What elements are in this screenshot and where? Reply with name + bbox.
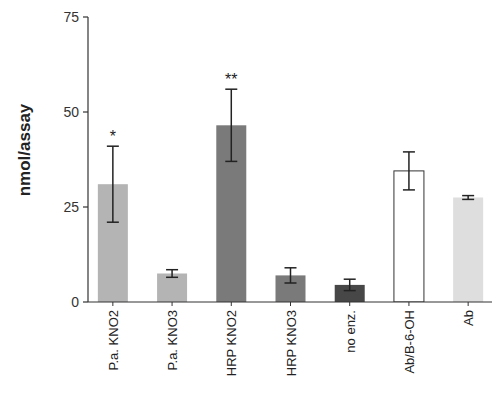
x-tick	[349, 302, 350, 306]
x-tick-label: Ab/B-6-OH	[402, 310, 417, 374]
x-tick-label: no enz.	[343, 310, 358, 353]
y-axis	[87, 17, 88, 302]
error-bar	[225, 89, 237, 161]
error-cap	[107, 221, 119, 223]
error-cap	[225, 161, 237, 163]
bar	[157, 274, 187, 303]
x-tick-label: HRP KNO3	[284, 310, 299, 376]
error-cap	[107, 145, 119, 147]
chart: 0 25 50 75 nmol/assay P.a. KNO2 P.a. KNO3 HRP K…	[0, 0, 500, 410]
y-tick-label: 25	[63, 199, 79, 215]
plot-marks	[98, 89, 483, 302]
error-stem	[349, 279, 351, 290]
y-tick	[83, 206, 88, 207]
y-tick-label: 75	[63, 9, 79, 25]
y-tick	[83, 111, 88, 112]
y-tick	[83, 16, 88, 17]
error-cap	[166, 277, 178, 279]
error-stem	[231, 89, 233, 161]
error-cap	[285, 282, 297, 284]
error-cap	[462, 199, 474, 201]
x-tick-label: Ab	[461, 310, 476, 326]
x-tick	[290, 302, 291, 306]
x-tick	[231, 302, 232, 306]
error-stem	[112, 146, 114, 222]
x-tick	[172, 302, 173, 306]
x-tick	[408, 302, 409, 306]
x-tick-label: P.a. KNO3	[165, 310, 180, 370]
error-cap	[166, 269, 178, 271]
error-cap	[344, 290, 356, 292]
significance-annotation: *	[110, 128, 116, 145]
error-cap	[462, 195, 474, 197]
error-cap	[225, 88, 237, 90]
error-stem	[171, 270, 173, 278]
significance-annotation: **	[225, 71, 237, 88]
x-tick-label: P.a. KNO2	[106, 310, 121, 370]
bar	[453, 198, 483, 303]
x-tick-label: HRP KNO2	[224, 310, 239, 376]
error-bar	[344, 279, 356, 290]
error-cap	[285, 267, 297, 269]
error-cap	[403, 151, 415, 153]
error-cap	[344, 278, 356, 280]
error-bar	[166, 270, 178, 278]
error-stem	[408, 152, 410, 190]
error-bar	[462, 196, 474, 200]
error-bar	[107, 146, 119, 222]
y-tick-label: 50	[63, 104, 79, 120]
error-bar	[285, 268, 297, 283]
bar	[394, 171, 424, 302]
y-tick	[83, 301, 88, 302]
error-stem	[290, 268, 292, 283]
error-bar	[403, 152, 415, 190]
error-cap	[403, 189, 415, 191]
x-tick	[468, 302, 469, 306]
y-tick-label: 0	[71, 294, 79, 310]
x-tick	[112, 302, 113, 306]
y-axis-label: nmol/assay	[15, 103, 34, 196]
